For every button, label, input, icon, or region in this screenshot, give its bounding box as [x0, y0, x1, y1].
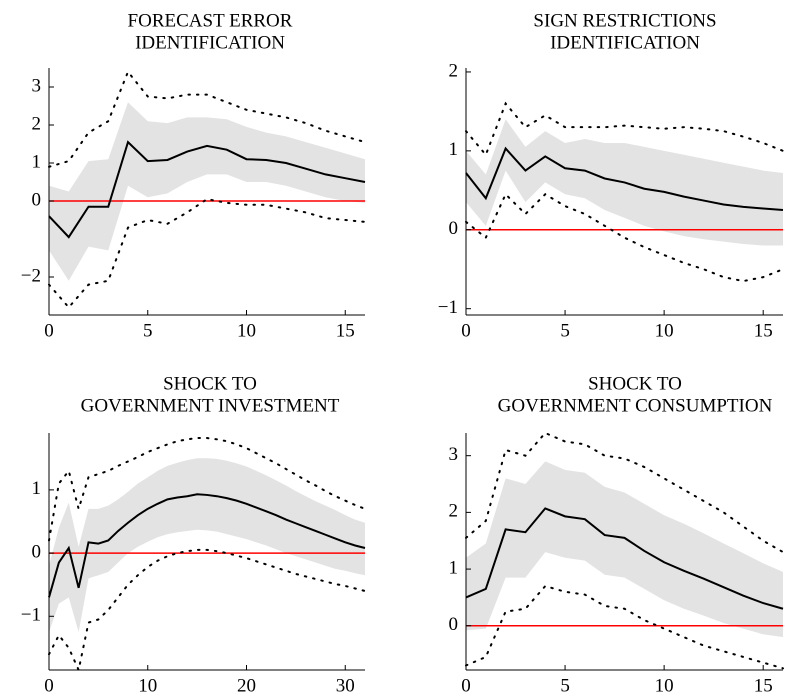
- x-tick-label: 0: [461, 675, 471, 696]
- panel-title: FORECAST ERROR: [128, 10, 293, 31]
- x-tick-label: 0: [44, 320, 54, 341]
- x-tick-label: 5: [143, 320, 153, 341]
- panel-title: SIGN RESTRICTIONS: [533, 10, 716, 31]
- x-tick-label: 10: [138, 675, 157, 696]
- confidence-band: [49, 458, 365, 633]
- confidence-band: [466, 461, 783, 638]
- y-tick-label: 0: [32, 189, 42, 210]
- y-tick-label: 2: [449, 501, 459, 522]
- confidence-band: [49, 102, 365, 281]
- x-tick-label: 10: [655, 675, 674, 696]
- panel-title: GOVERNMENT INVESTMENT: [81, 395, 340, 416]
- bound-line: [48, 437, 366, 542]
- y-tick-label: 0: [449, 218, 459, 239]
- x-tick-label: 30: [336, 675, 355, 696]
- x-tick-label: 0: [44, 675, 54, 696]
- bound-line: [465, 584, 784, 670]
- panel-title: GOVERNMENT CONSUMPTION: [498, 395, 773, 416]
- y-tick-label: 2: [32, 113, 42, 134]
- panel-title: SHOCK TO: [163, 373, 257, 394]
- x-tick-label: 15: [754, 675, 773, 696]
- bound-line: [465, 192, 784, 283]
- y-tick-label: 1: [449, 139, 459, 160]
- y-tick-label: −1: [21, 605, 41, 626]
- y-tick-label: 3: [449, 444, 459, 465]
- y-tick-label: 1: [32, 151, 42, 172]
- bound-line: [48, 69, 366, 168]
- y-tick-label: 1: [32, 478, 42, 499]
- response-line: [465, 507, 784, 610]
- x-tick-label: 10: [237, 320, 256, 341]
- y-tick-label: −1: [438, 297, 458, 318]
- bound-line: [48, 198, 366, 309]
- x-tick-label: 15: [336, 320, 355, 341]
- x-tick-label: 20: [237, 675, 256, 696]
- x-tick-label: 0: [461, 320, 471, 341]
- y-tick-label: 1: [449, 557, 459, 578]
- x-tick-label: 15: [754, 320, 773, 341]
- panel-title: SHOCK TO: [588, 373, 682, 394]
- bound-line: [48, 548, 366, 674]
- y-tick-label: −2: [21, 265, 41, 286]
- y-tick-label: 0: [32, 541, 42, 562]
- x-tick-label: 5: [560, 675, 570, 696]
- bound-line: [465, 101, 784, 157]
- y-tick-label: 2: [449, 60, 459, 81]
- y-tick-label: 0: [449, 614, 459, 635]
- response-line: [465, 146, 784, 212]
- response-line: [48, 140, 366, 239]
- panel-title: IDENTIFICATION: [135, 32, 285, 53]
- y-tick-label: 3: [32, 75, 42, 96]
- panel-title: IDENTIFICATION: [550, 32, 700, 53]
- response-line: [48, 493, 366, 598]
- x-tick-label: 5: [560, 320, 570, 341]
- x-tick-label: 10: [655, 320, 674, 341]
